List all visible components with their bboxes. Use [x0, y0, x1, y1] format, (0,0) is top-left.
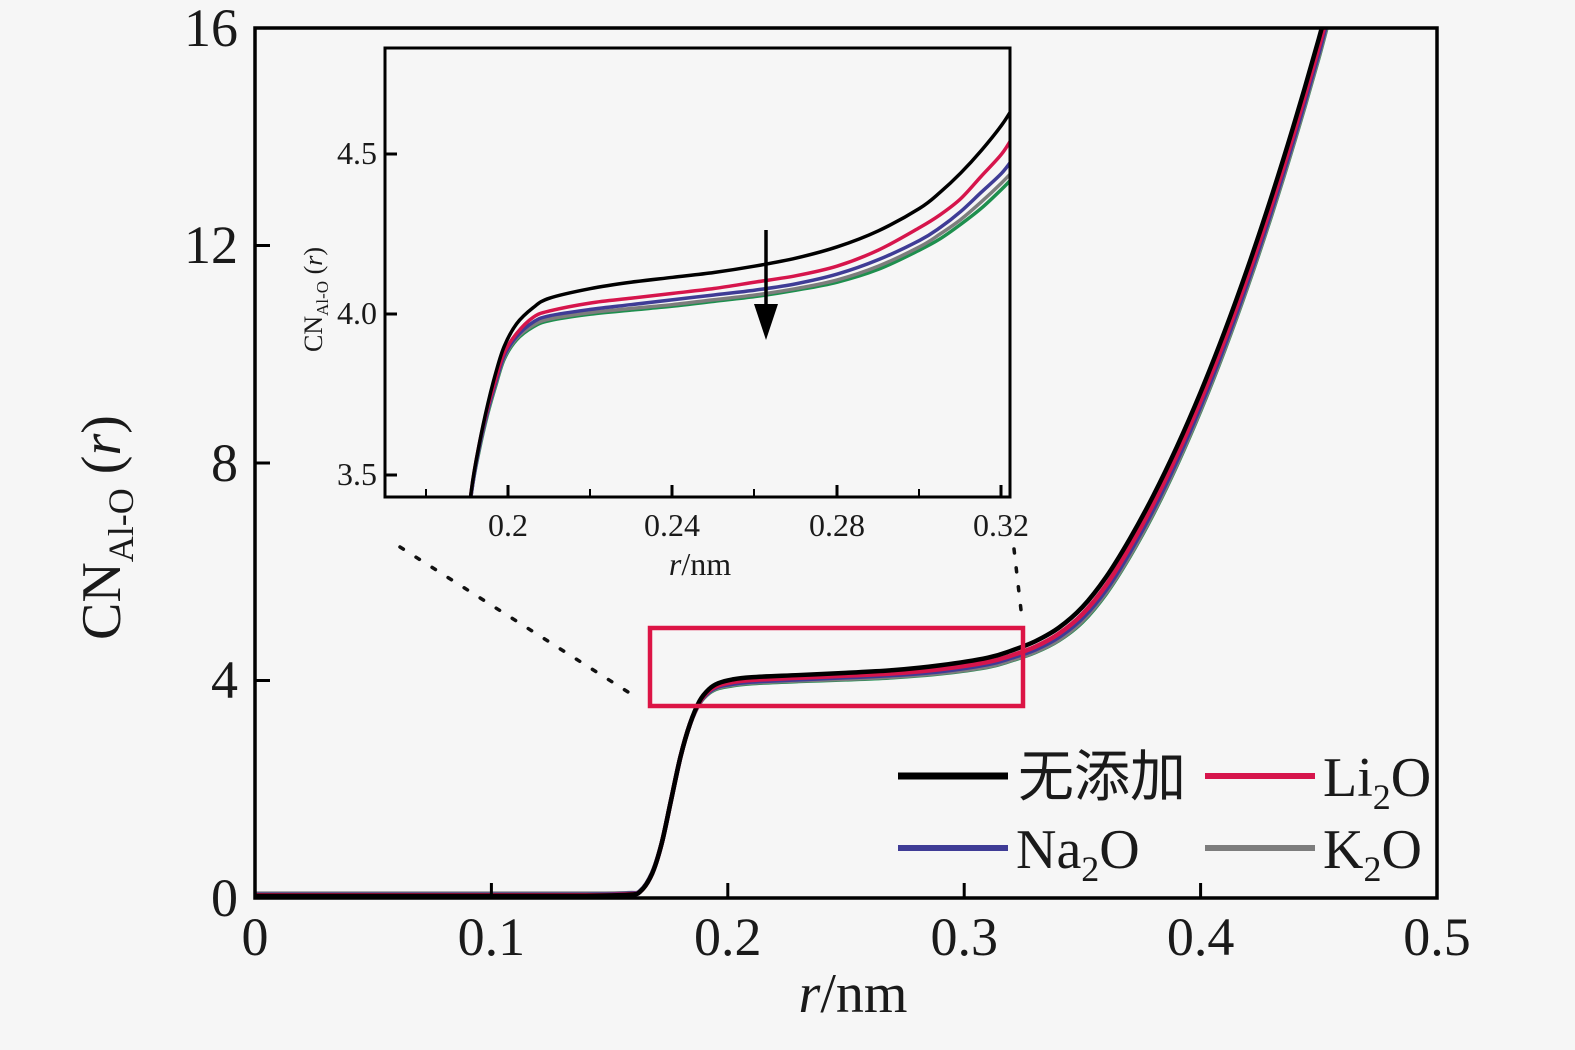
svg-text:12: 12 — [184, 215, 238, 275]
svg-text:4: 4 — [211, 650, 238, 710]
svg-text:0.3: 0.3 — [930, 907, 998, 967]
svg-text:0.5: 0.5 — [1403, 907, 1471, 967]
svg-text:0: 0 — [211, 868, 238, 928]
svg-text:0.2: 0.2 — [694, 907, 762, 967]
series-无添加 — [468, 109, 1010, 497]
legend-item-li2o: Li2O — [1205, 747, 1431, 817]
inset-y-axis-label: CNAl-O (r) — [299, 247, 332, 352]
inset-y-ticks — [385, 152, 397, 477]
inset-y-tick-labels: 3.5 4.0 4.5 — [337, 135, 377, 492]
main-y-ticks — [255, 26, 270, 900]
main-y-tick-labels: 0 4 8 12 16 — [184, 0, 238, 928]
svg-text:8: 8 — [211, 433, 238, 493]
svg-text:0: 0 — [242, 907, 269, 967]
connector-dotted-left — [398, 545, 630, 694]
series-green-unlabeled — [469, 178, 1010, 497]
legend-item-k2o: K2O — [1205, 819, 1422, 889]
inset-plot: 0.2 0.24 0.28 0.32 3.5 4.0 4.5 r/nm CNAl… — [299, 46, 1029, 582]
svg-text:Na2O: Na2O — [1016, 819, 1140, 889]
legend: 无添加 Li2O Na2O K2O — [898, 747, 1431, 889]
svg-text:0.1: 0.1 — [458, 907, 526, 967]
svg-text:Li2O: Li2O — [1323, 747, 1431, 817]
svg-text:4.0: 4.0 — [337, 295, 377, 331]
main-y-axis-label: CNAl-O (r) — [71, 415, 141, 640]
main-plot-frame — [253, 26, 1439, 900]
inset-x-ticks — [425, 485, 1003, 497]
legend-item-none: 无添加 — [898, 747, 1186, 809]
svg-text:3.5: 3.5 — [337, 456, 377, 492]
main-x-ticks — [253, 883, 1439, 898]
inset-curves — [468, 109, 1010, 497]
series-K2O — [469, 171, 1010, 497]
legend-item-na2o: Na2O — [898, 819, 1140, 889]
series-Li2O — [468, 138, 1010, 497]
svg-text:4.5: 4.5 — [337, 135, 377, 171]
main-x-tick-labels: 0 0.1 0.2 0.3 0.4 0.5 — [242, 907, 1471, 967]
main-curves — [255, 28, 1329, 898]
series-无添加 — [255, 28, 1325, 898]
svg-text:16: 16 — [184, 0, 238, 58]
main-plot: 0 0.1 0.2 0.3 0.4 0.5 0 4 8 12 16 r/nm C… — [71, 0, 1471, 1025]
inset-x-tick-labels: 0.2 0.24 0.28 0.32 — [488, 507, 1029, 543]
inset-plot-frame — [383, 46, 1012, 499]
inset-x-axis-label: r/nm — [669, 546, 731, 582]
svg-text:0.32: 0.32 — [973, 507, 1029, 543]
zoom-region-rect — [647, 625, 1026, 709]
svg-text:0.28: 0.28 — [809, 507, 865, 543]
svg-text:0.24: 0.24 — [644, 507, 700, 543]
svg-text:0.4: 0.4 — [1167, 907, 1235, 967]
main-x-axis-label: r/nm — [799, 963, 908, 1025]
down-arrow-icon — [754, 230, 778, 340]
svg-text:0.2: 0.2 — [488, 507, 528, 543]
svg-text:无添加: 无添加 — [1018, 747, 1186, 809]
svg-text:K2O: K2O — [1323, 819, 1422, 889]
connector-dotted-right — [1012, 547, 1023, 612]
